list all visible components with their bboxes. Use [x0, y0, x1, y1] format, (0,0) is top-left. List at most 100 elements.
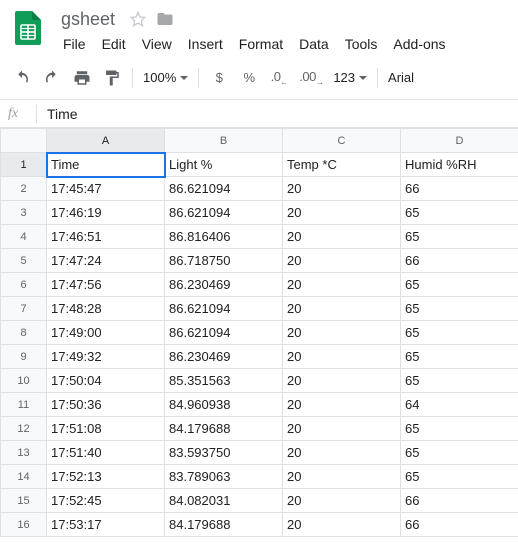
- cell[interactable]: 65: [401, 297, 518, 321]
- cell[interactable]: 66: [401, 177, 518, 201]
- cell[interactable]: 65: [401, 273, 518, 297]
- cell[interactable]: 17:50:04: [47, 369, 165, 393]
- cell[interactable]: 65: [401, 201, 518, 225]
- cell[interactable]: 65: [401, 225, 518, 249]
- row-head[interactable]: 10: [1, 369, 47, 393]
- menu-insert[interactable]: Insert: [181, 32, 230, 56]
- row-head[interactable]: 8: [1, 321, 47, 345]
- cell[interactable]: 86.621094: [165, 297, 283, 321]
- percent-button[interactable]: %: [235, 64, 263, 92]
- cell[interactable]: 86.230469: [165, 273, 283, 297]
- decrease-decimal-button[interactable]: .0←: [265, 64, 293, 92]
- number-format-dropdown[interactable]: 123: [329, 64, 371, 92]
- cell[interactable]: 20: [283, 297, 401, 321]
- cell[interactable]: 17:52:13: [47, 465, 165, 489]
- cell[interactable]: 17:51:08: [47, 417, 165, 441]
- cell[interactable]: 86.816406: [165, 225, 283, 249]
- increase-decimal-button[interactable]: .00→: [295, 64, 327, 92]
- cell[interactable]: 66: [401, 513, 518, 537]
- zoom-dropdown[interactable]: 100%: [139, 64, 192, 92]
- row-head[interactable]: 15: [1, 489, 47, 513]
- row-head[interactable]: 16: [1, 513, 47, 537]
- cell[interactable]: 86.230469: [165, 345, 283, 369]
- cell[interactable]: 83.593750: [165, 441, 283, 465]
- cell[interactable]: 86.621094: [165, 201, 283, 225]
- select-all-corner[interactable]: [1, 129, 47, 153]
- cell[interactable]: 66: [401, 489, 518, 513]
- cell[interactable]: 66: [401, 249, 518, 273]
- cell[interactable]: 17:53:17: [47, 513, 165, 537]
- row-head[interactable]: 9: [1, 345, 47, 369]
- row-head[interactable]: 5: [1, 249, 47, 273]
- menu-addons[interactable]: Add-ons: [386, 32, 452, 56]
- doc-title[interactable]: gsheet: [56, 6, 120, 33]
- cell[interactable]: 83.789063: [165, 465, 283, 489]
- cell[interactable]: 84.960938: [165, 393, 283, 417]
- cell[interactable]: 20: [283, 225, 401, 249]
- cell[interactable]: 17:48:28: [47, 297, 165, 321]
- menu-edit[interactable]: Edit: [95, 32, 133, 56]
- cell[interactable]: 20: [283, 393, 401, 417]
- row-head[interactable]: 14: [1, 465, 47, 489]
- font-dropdown[interactable]: Arial: [384, 64, 418, 92]
- cell[interactable]: 20: [283, 201, 401, 225]
- col-head-B[interactable]: B: [165, 129, 283, 153]
- cell[interactable]: 84.179688: [165, 513, 283, 537]
- cell[interactable]: 65: [401, 345, 518, 369]
- row-head[interactable]: 11: [1, 393, 47, 417]
- cell[interactable]: 17:49:32: [47, 345, 165, 369]
- cell[interactable]: 17:50:36: [47, 393, 165, 417]
- cell[interactable]: 20: [283, 489, 401, 513]
- row-head[interactable]: 1: [1, 153, 47, 177]
- star-icon[interactable]: [130, 11, 146, 27]
- cell[interactable]: 17:51:40: [47, 441, 165, 465]
- row-head[interactable]: 6: [1, 273, 47, 297]
- cell[interactable]: 20: [283, 465, 401, 489]
- cell[interactable]: 84.179688: [165, 417, 283, 441]
- cell[interactable]: 65: [401, 369, 518, 393]
- cell[interactable]: 20: [283, 249, 401, 273]
- cell[interactable]: Time: [47, 153, 165, 177]
- undo-button[interactable]: [8, 64, 36, 92]
- col-head-A[interactable]: A: [47, 129, 165, 153]
- cell[interactable]: 20: [283, 417, 401, 441]
- menu-format[interactable]: Format: [232, 32, 290, 56]
- col-head-D[interactable]: D: [401, 129, 518, 153]
- paint-format-button[interactable]: [98, 64, 126, 92]
- folder-icon[interactable]: [156, 10, 174, 28]
- cell[interactable]: 65: [401, 465, 518, 489]
- cell[interactable]: 65: [401, 417, 518, 441]
- cell[interactable]: 17:46:51: [47, 225, 165, 249]
- row-head[interactable]: 4: [1, 225, 47, 249]
- cell[interactable]: 17:49:00: [47, 321, 165, 345]
- cell[interactable]: 20: [283, 177, 401, 201]
- cell[interactable]: 20: [283, 345, 401, 369]
- sheets-logo[interactable]: [8, 8, 48, 48]
- cell[interactable]: 86.621094: [165, 321, 283, 345]
- cell[interactable]: 65: [401, 441, 518, 465]
- cell[interactable]: 20: [283, 273, 401, 297]
- row-head[interactable]: 12: [1, 417, 47, 441]
- cell[interactable]: Temp *C: [283, 153, 401, 177]
- cell[interactable]: 20: [283, 513, 401, 537]
- cell[interactable]: 17:45:47: [47, 177, 165, 201]
- cell[interactable]: 17:46:19: [47, 201, 165, 225]
- redo-button[interactable]: [38, 64, 66, 92]
- cell[interactable]: 17:52:45: [47, 489, 165, 513]
- cell[interactable]: 20: [283, 441, 401, 465]
- cell[interactable]: 20: [283, 321, 401, 345]
- cell[interactable]: 84.082031: [165, 489, 283, 513]
- menu-data[interactable]: Data: [292, 32, 336, 56]
- cell[interactable]: Light %: [165, 153, 283, 177]
- spreadsheet-grid[interactable]: A B C D 1TimeLight %Temp *CHumid %RH217:…: [0, 128, 518, 537]
- menu-file[interactable]: File: [56, 32, 93, 56]
- print-button[interactable]: [68, 64, 96, 92]
- cell[interactable]: 86.718750: [165, 249, 283, 273]
- cell[interactable]: 20: [283, 369, 401, 393]
- cell[interactable]: 17:47:56: [47, 273, 165, 297]
- cell[interactable]: 86.621094: [165, 177, 283, 201]
- cell[interactable]: 64: [401, 393, 518, 417]
- cell[interactable]: 65: [401, 321, 518, 345]
- cell[interactable]: Humid %RH: [401, 153, 518, 177]
- row-head[interactable]: 13: [1, 441, 47, 465]
